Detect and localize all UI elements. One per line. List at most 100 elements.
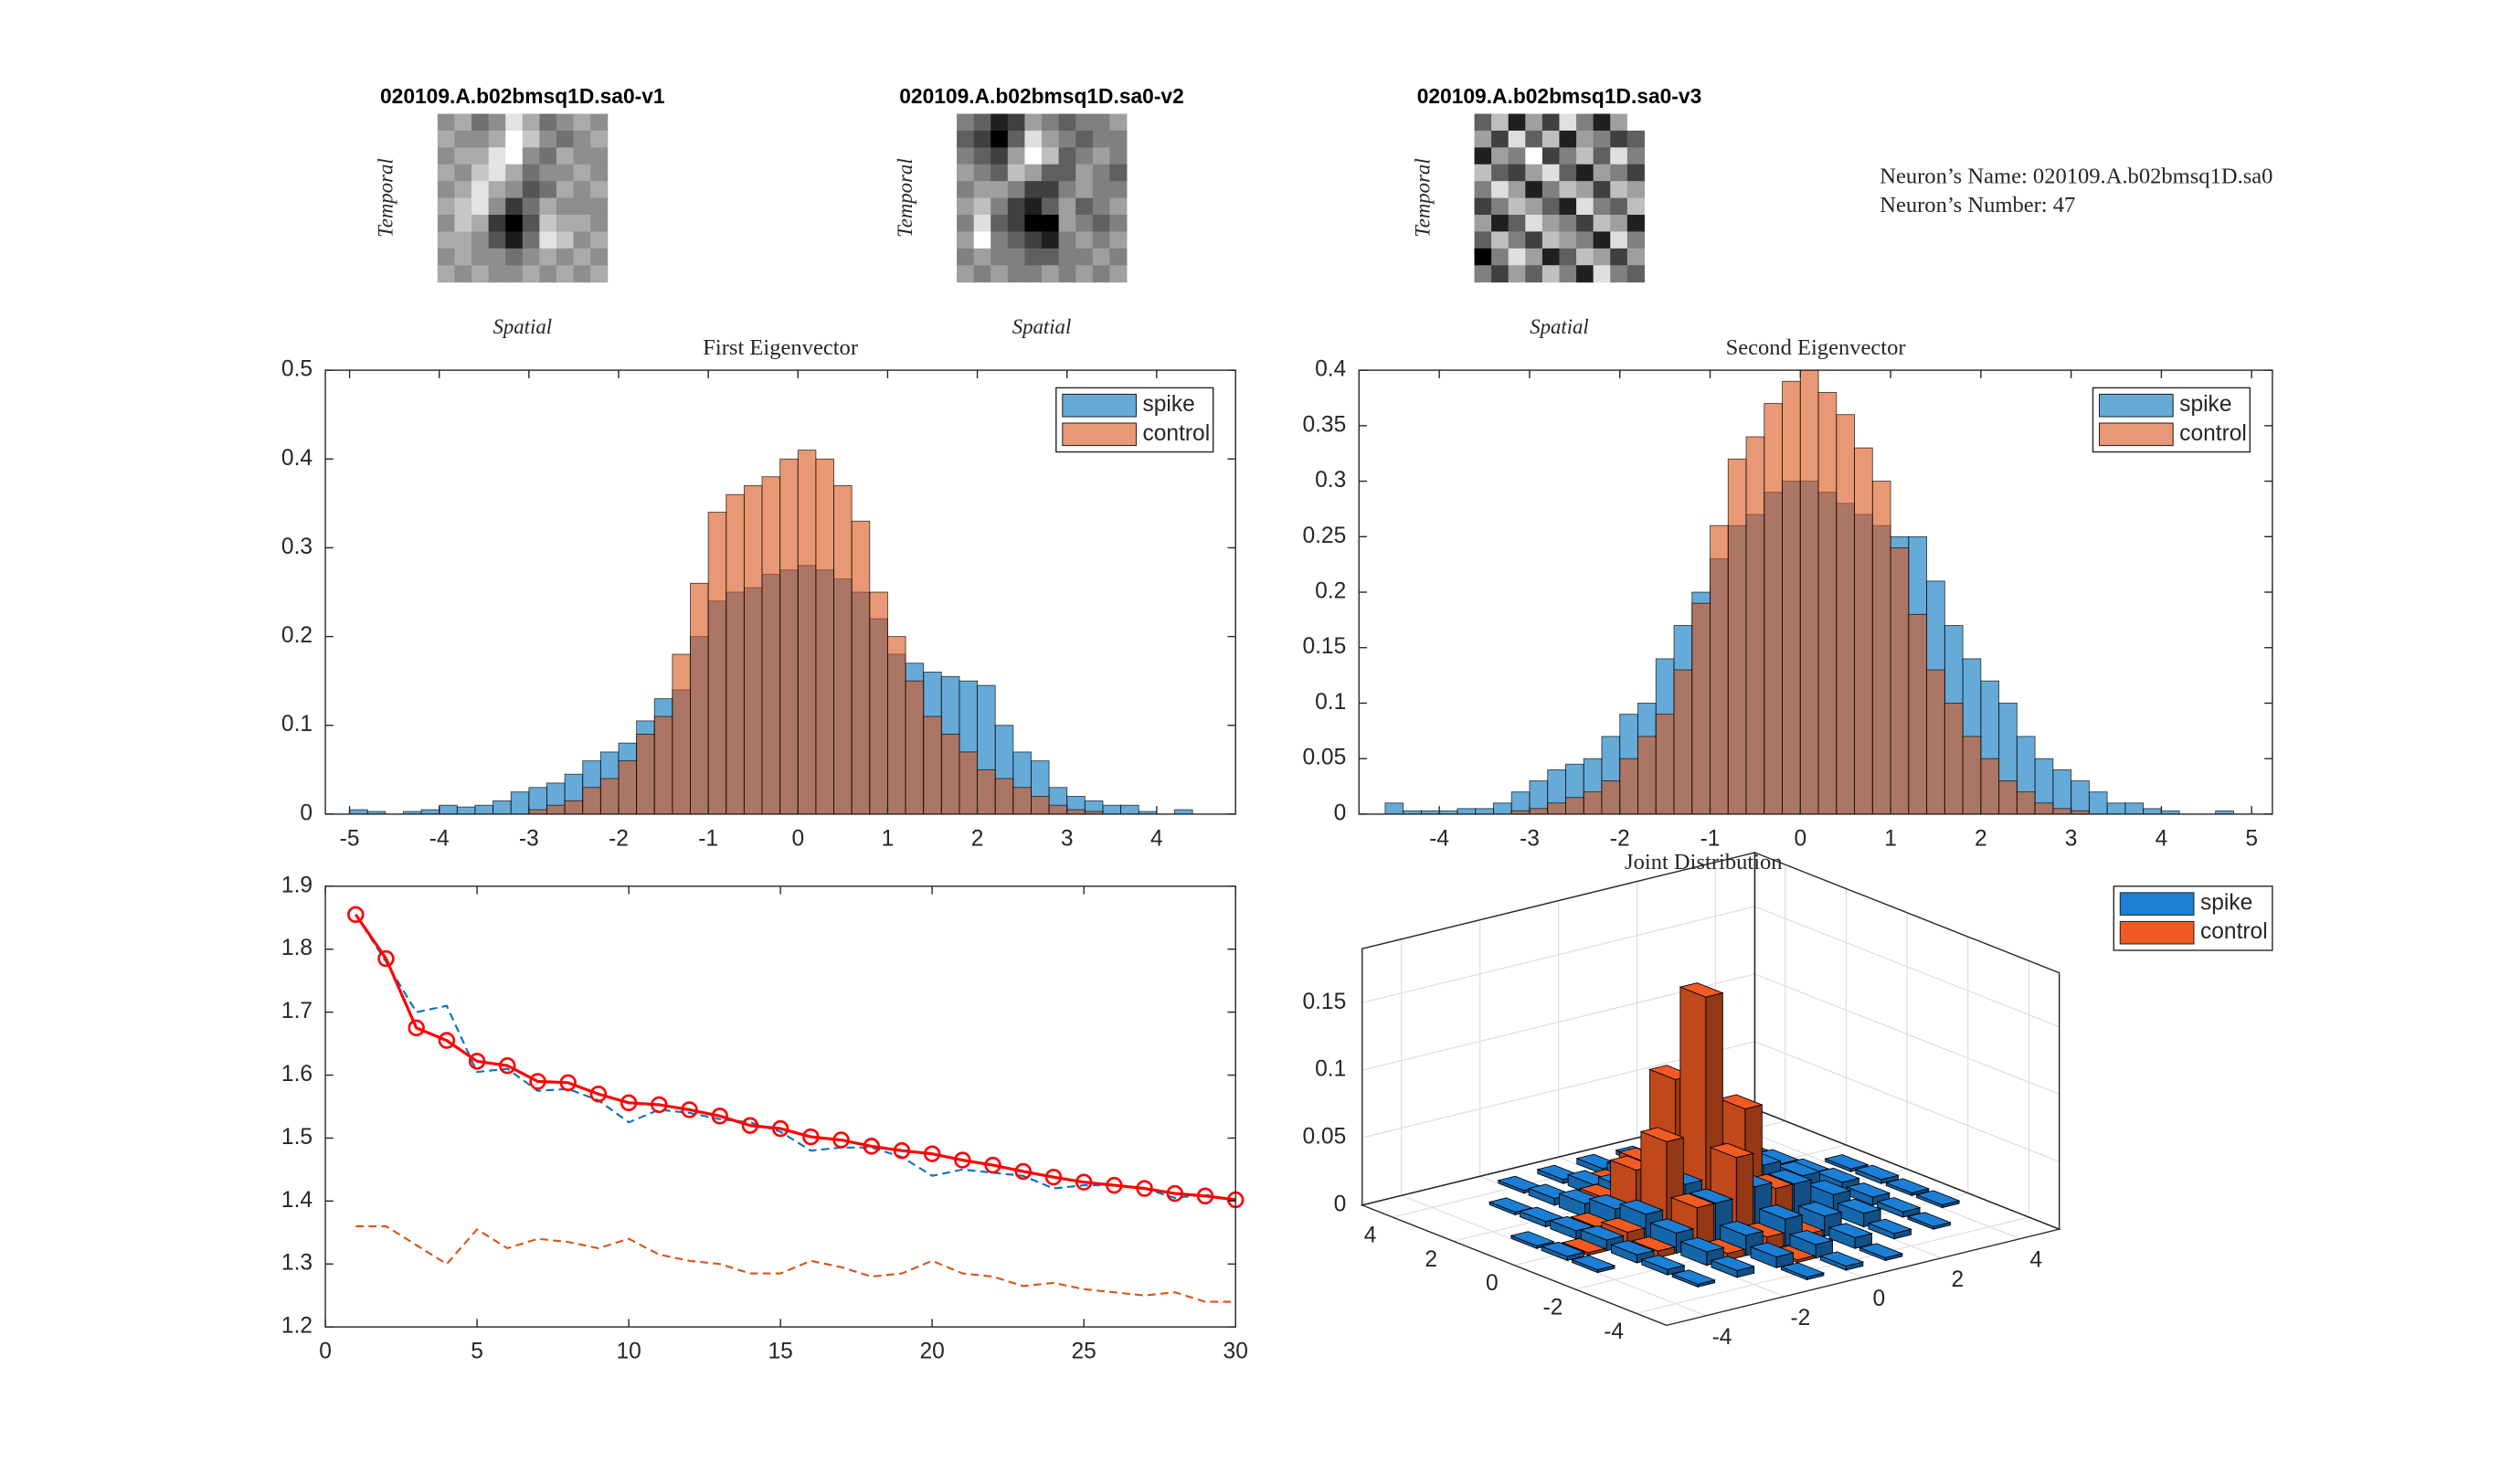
histogram-bar: [493, 800, 512, 815]
pixel: [1075, 265, 1094, 283]
pixel: [1541, 147, 1561, 165]
y-tick-label: 1.5: [281, 1125, 312, 1150]
pixel: [1491, 147, 1510, 165]
pixel: [973, 147, 991, 165]
histogram-bar: [1836, 414, 1855, 815]
pixel: [1593, 147, 1611, 165]
pixel: [556, 147, 575, 165]
histogram-bar: [1962, 736, 1982, 815]
pixel: [471, 181, 490, 199]
pixel: [1075, 147, 1094, 165]
x-tick-label: 3: [1061, 826, 1074, 851]
y-tick-label: -2: [1543, 1295, 1563, 1320]
pixel: [437, 164, 455, 182]
pixel: [539, 248, 557, 266]
histogram-bar: [1691, 602, 1711, 815]
histogram-bar: [1120, 804, 1139, 815]
pixel: [973, 215, 991, 232]
pixel: [488, 113, 506, 132]
x-tick-label: 2: [1975, 826, 1987, 851]
marker: [923, 1145, 941, 1162]
bar-face-top: [1779, 1262, 1826, 1277]
histogram-bar: [1457, 808, 1477, 815]
axes-title: Joint Distribution: [1625, 850, 1783, 874]
pixel: [1075, 197, 1094, 216]
marker: [377, 949, 395, 968]
y-tick-label: -4: [1604, 1320, 1624, 1344]
y-tick-label: 0.2: [1315, 579, 1346, 604]
pixel: [1092, 248, 1110, 266]
x-tick-label: 10: [616, 1340, 641, 1364]
histogram-bar: [2052, 808, 2072, 815]
pixel: [437, 130, 455, 148]
pixel: [556, 181, 575, 199]
bar-face-top: [1679, 982, 1724, 998]
histogram-bar: [959, 751, 979, 815]
y-tick-label: 0.05: [1302, 746, 1346, 770]
pixel: [1474, 231, 1492, 249]
pixel: [1593, 231, 1611, 249]
x-tick-label: 0: [1873, 1287, 1886, 1311]
pixel: [990, 215, 1009, 232]
pixel: [556, 130, 575, 148]
y-tick-label: 0.5: [281, 357, 312, 382]
y-axis-label: Temporal: [894, 158, 916, 238]
histogram-bar: [1565, 797, 1584, 815]
x-tick-label: -4: [1712, 1325, 1732, 1350]
pixel: [1610, 265, 1628, 283]
legend-swatch: [2098, 422, 2174, 447]
pixel: [505, 248, 524, 266]
y-tick-label: 0.15: [1302, 634, 1346, 659]
histogram-bar: [1890, 547, 1910, 815]
pixel: [1508, 197, 1526, 216]
pixel: [1007, 265, 1025, 283]
pixel: [1541, 265, 1561, 283]
pixel: [1007, 147, 1025, 165]
pixel: [957, 164, 975, 182]
pixel: [590, 248, 609, 266]
histogram-bar: [797, 450, 817, 815]
pixel: [522, 164, 540, 182]
pixel: [505, 197, 524, 216]
legend-label: control: [2179, 421, 2247, 446]
neuron-number: Neuron’s Number: 47: [1880, 193, 2075, 217]
pixel: [1075, 164, 1094, 182]
pixel: [539, 130, 557, 148]
marker: [711, 1108, 728, 1125]
axes-box: [324, 369, 1236, 815]
histogram-bar: [1066, 809, 1086, 815]
bar-face-top: [1679, 1236, 1725, 1253]
histogram-bar: [869, 591, 888, 815]
pixel: [1042, 130, 1060, 148]
bar-face-top: [1827, 1223, 1873, 1238]
x-tick-label: -4: [429, 826, 450, 851]
pixel: [990, 248, 1009, 266]
histogram-bar: [1745, 436, 1765, 815]
pixel: [573, 215, 591, 232]
histogram-bar: [2106, 802, 2126, 815]
legend-label: spike: [1142, 392, 1194, 417]
pixel: [1508, 248, 1526, 266]
pixel: [1042, 147, 1060, 165]
histogram-bar: [1655, 714, 1675, 815]
pixel: [1610, 197, 1628, 216]
pixel: [957, 197, 975, 216]
pixel: [1576, 197, 1594, 216]
legend-label: spike: [2200, 891, 2252, 916]
x-tick-label: -5: [340, 826, 360, 851]
histogram-bar: [636, 734, 655, 815]
histogram-bar: [1854, 447, 1873, 815]
histogram-bar: [833, 484, 853, 815]
pixel: [488, 248, 506, 266]
x-tick-label: 2: [971, 826, 984, 851]
pixel: [590, 130, 609, 148]
marker: [954, 1151, 971, 1169]
pixel: [573, 164, 591, 182]
bar-face-top: [1858, 1243, 1904, 1258]
pixel: [1007, 130, 1025, 148]
y-tick-label: 0: [1486, 1271, 1499, 1296]
z-tick-label: 0.1: [1315, 1057, 1346, 1082]
histogram-bar: [1547, 802, 1566, 815]
pixel: [957, 248, 975, 266]
pixel: [1109, 265, 1128, 283]
